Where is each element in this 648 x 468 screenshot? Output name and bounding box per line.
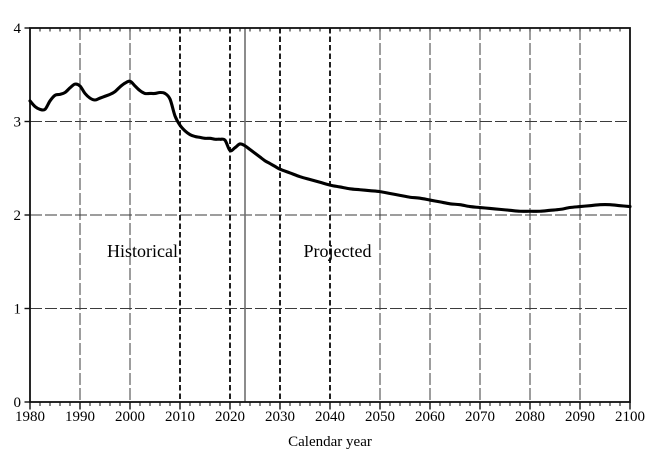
y-tick-label-1: 1 (14, 302, 22, 318)
x-tick-label-2100: 2100 (615, 409, 645, 425)
x-tick-label-2060: 2060 (415, 409, 445, 425)
x-tick-label-2020: 2020 (215, 409, 245, 425)
x-tick-label-2000: 2000 (115, 409, 145, 425)
y-tick-label-4: 4 (14, 21, 22, 37)
x-tick-label-2010: 2010 (165, 409, 195, 425)
x-tick-label-1990: 1990 (65, 409, 95, 425)
annotation-historical: Historical (107, 241, 178, 261)
x-axis-title: Calendar year (288, 434, 372, 450)
x-tick-label-2040: 2040 (315, 409, 345, 425)
x-tick-label-2090: 2090 (565, 409, 595, 425)
plot-frame (29, 27, 631, 403)
y-tick-label-2: 2 (14, 208, 22, 224)
x-tick-label-2050: 2050 (365, 409, 395, 425)
x-tick-label-2080: 2080 (515, 409, 545, 425)
x-tick-label-1980: 1980 (15, 409, 45, 425)
data-curve (28, 79, 632, 213)
x-tick-label-2030: 2030 (265, 409, 295, 425)
annotation-projected: Projected (303, 241, 372, 261)
x-tick-label-2070: 2070 (465, 409, 495, 425)
y-tick-label-0: 0 (14, 395, 22, 411)
y-tick-label-3: 3 (14, 115, 22, 131)
